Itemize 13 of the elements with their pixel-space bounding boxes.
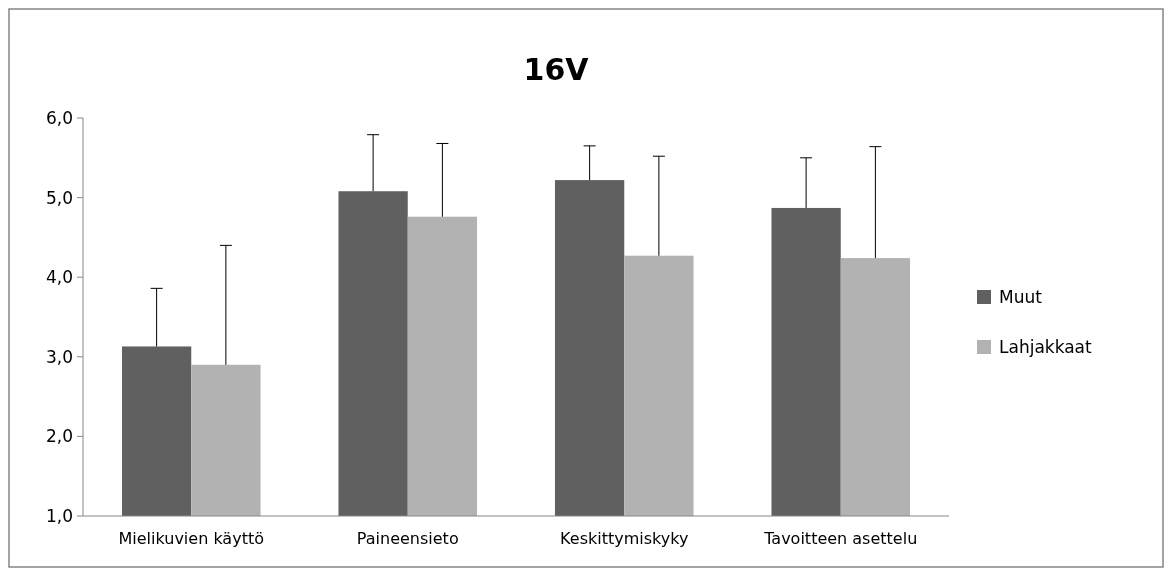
legend-label: Muut [999, 286, 1043, 307]
x-tick-label: Keskittymiskyky [560, 529, 689, 548]
y-tick-label: 2,0 [45, 426, 73, 447]
x-tick-label: Mielikuvien käyttö [118, 529, 264, 548]
y-tick-label: 3,0 [45, 346, 73, 367]
y-tick-label: 5,0 [45, 187, 73, 208]
chart-title: 16V [523, 52, 590, 87]
x-tick-label: Paineensieto [356, 529, 459, 548]
y-tick-label: 1,0 [45, 505, 73, 526]
y-tick-label: 4,0 [45, 267, 73, 288]
legend-label: Lahjakkaat [999, 336, 1093, 357]
x-tick-label: Tavoitteen asettelu [763, 529, 918, 548]
y-tick-label: 6,0 [45, 107, 73, 128]
